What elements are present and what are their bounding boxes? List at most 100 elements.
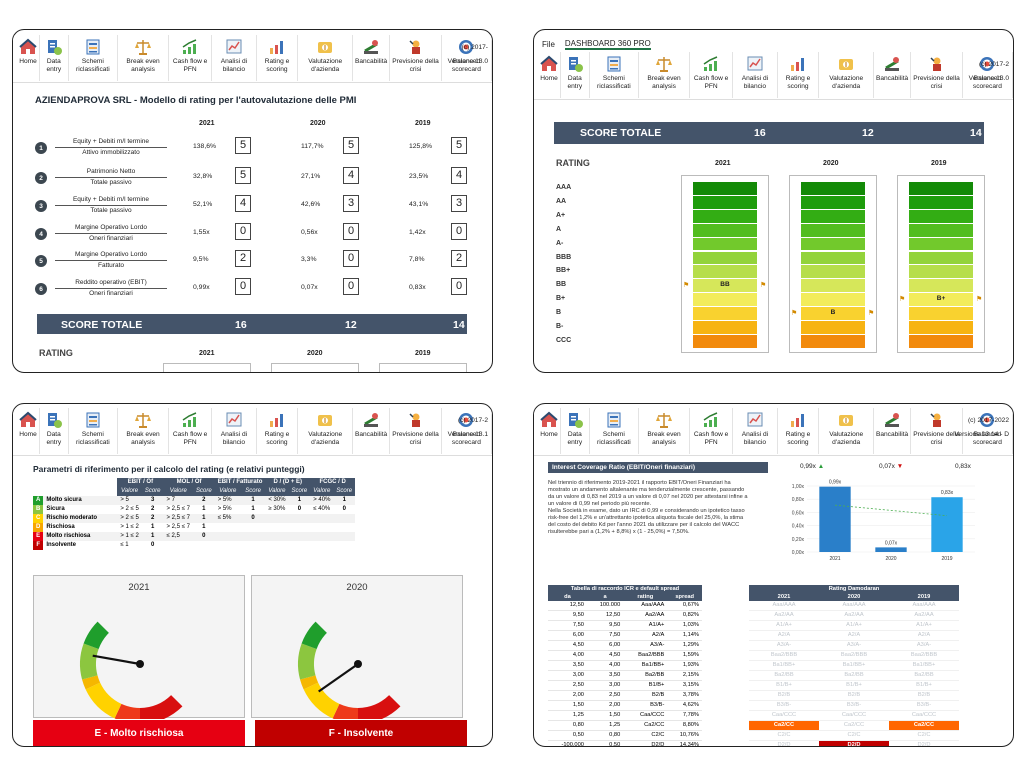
version: Versione 13.0 <box>968 75 1009 82</box>
ribbon-button[interactable]: Schemi riclassificati <box>590 52 640 98</box>
menu-bar: File DASHBOARD 360 PRO <box>534 36 1013 52</box>
row-number: 5 <box>35 255 47 267</box>
flag-icon: ⚑ <box>683 282 690 290</box>
kpi-value: 0,07x <box>879 463 895 470</box>
ribbon-button[interactable]: Balanced scorecard <box>963 408 1013 454</box>
text-line: mostrato un andamento altalenante ma ten… <box>548 487 745 493</box>
ribbon-button[interactable]: Bancabilità <box>874 408 912 454</box>
table-cell: 0,50 <box>548 730 587 741</box>
table-cell: 7,78% <box>667 710 702 721</box>
ribbon-button[interactable]: Previsione della crisi <box>911 52 963 98</box>
ribbon-button[interactable]: Break even analysis <box>118 35 169 81</box>
menu-file[interactable]: File <box>542 39 555 49</box>
ribbon-button[interactable]: Valutazione d'azienda <box>819 52 874 98</box>
ribbon-button[interactable]: Valutazione d'azienda <box>819 408 874 454</box>
ribbon-button[interactable]: Analisi di bilancio <box>733 52 778 98</box>
copyright: (c) 2017- <box>461 44 488 51</box>
ribbon-button[interactable]: Home <box>17 35 40 81</box>
table-cell: 2,50 <box>548 680 587 691</box>
ribbon-button[interactable]: Data entry <box>40 35 69 81</box>
row-number: 2 <box>35 172 47 184</box>
ribbon-label: Home <box>540 431 558 438</box>
ribbon-button[interactable]: Previsione della crisi <box>390 35 442 81</box>
ribbon-button[interactable]: Bancabilità <box>353 408 391 454</box>
ribbon-button[interactable]: Previsione della crisi <box>911 408 963 454</box>
ribbon-button[interactable]: Cash flow e PFN <box>169 35 213 81</box>
ribbon-button[interactable]: Balanced scorecard <box>963 52 1013 98</box>
version: Versione 13.14 - D <box>954 431 1009 438</box>
denominator: Totale passivo <box>90 179 132 186</box>
ribbon-button[interactable]: Break even analysis <box>118 408 169 454</box>
rating-cell <box>801 209 865 224</box>
ribbon-button[interactable]: Cash flow e PFN <box>169 408 213 454</box>
ribbon-button[interactable]: Analisi di bilancio <box>212 408 257 454</box>
table-cell: ≤ 40% <box>313 506 331 512</box>
class-name: Rischiosa <box>46 524 75 530</box>
ribbon-button[interactable]: Valutazione d'azienda <box>298 408 353 454</box>
ribbon-label: Balanced scorecard <box>451 58 481 73</box>
gauge-segment <box>303 682 340 719</box>
gauge-segment <box>301 621 327 649</box>
data-entry-icon <box>47 40 62 55</box>
table-cell: 6,00 <box>586 640 624 651</box>
table-cell: 9,50 <box>548 610 587 621</box>
ribbon-button[interactable]: Home <box>538 408 561 454</box>
ribbon-button[interactable]: Analisi di bilancio <box>733 408 778 454</box>
table-cell: A3/A- <box>623 640 668 651</box>
ribbon-button[interactable]: Bancabilità <box>874 52 912 98</box>
gauge-hub <box>354 660 362 668</box>
ribbon-button[interactable]: Break even analysis <box>639 408 690 454</box>
ribbon-button[interactable]: Data entry <box>561 52 590 98</box>
ribbon-button[interactable]: Home <box>538 52 561 98</box>
ribbon: Home Data entry Schemi riclassificati Break… <box>534 408 1013 456</box>
score-box: 0 <box>235 278 251 295</box>
panel-rating-model: Home Data entry Schemi riclassificati Break… <box>12 29 493 373</box>
class-letter: C <box>33 514 44 523</box>
score-box: 0 <box>343 250 359 267</box>
rating-cell: B2/B <box>819 690 889 701</box>
rating-cell <box>801 334 865 349</box>
ribbon-label: Previsione della crisi <box>913 75 960 90</box>
tab-dashboard[interactable]: DASHBOARD 360 PRO <box>564 38 651 50</box>
ribbon-button[interactable]: Bancabilità <box>353 35 391 81</box>
ribbon-button[interactable]: Data entry <box>561 408 590 454</box>
balance-icon <box>135 40 152 55</box>
ribbon-button[interactable]: Balanced scorecard <box>442 408 492 454</box>
ribbon-button[interactable]: Previsione della crisi <box>390 408 442 454</box>
ribbon-button[interactable]: Rating e scoring <box>778 52 820 98</box>
ratio-value: 0,83x <box>409 284 426 291</box>
ribbon-button[interactable]: Data entry <box>40 408 69 454</box>
ribbon-button[interactable]: Rating e scoring <box>257 35 299 81</box>
ribbon-button[interactable]: Schemi riclassificati <box>69 408 119 454</box>
ribbon-button[interactable]: Home <box>17 408 40 454</box>
rating-scale-label: A- <box>556 239 564 247</box>
table-cell: 8,80% <box>667 720 702 731</box>
row-number: 1 <box>35 142 47 154</box>
ribbon-button[interactable]: Valutazione d'azienda <box>298 35 353 81</box>
header-spacer <box>33 487 118 496</box>
row-number: 3 <box>35 200 47 212</box>
ratio-value: 0,99x <box>193 284 210 291</box>
ribbon-button[interactable]: Rating e scoring <box>778 408 820 454</box>
ribbon-button[interactable]: Cash flow e PFN <box>690 408 734 454</box>
table-cell: > 2,5 ≤ 7 <box>166 524 190 530</box>
ribbon-button[interactable]: Analisi di bilancio <box>212 35 257 81</box>
ribbon-button[interactable]: Break even analysis <box>639 52 690 98</box>
ribbon-button[interactable]: Schemi riclassificati <box>69 35 119 81</box>
table-cell: 3 <box>151 497 155 503</box>
ribbon-button[interactable]: Cash flow e PFN <box>690 52 734 98</box>
table-cell: B1/B+ <box>623 680 668 691</box>
rating-cell: D2/D <box>749 740 819 746</box>
ribbon-label: Valutazione d'azienda <box>308 431 343 446</box>
ribbon-button[interactable]: Rating e scoring <box>257 408 299 454</box>
ribbon-button[interactable]: Balanced scorecard <box>442 35 492 81</box>
money-icon <box>318 415 333 426</box>
ribbon-button[interactable]: Schemi riclassificati <box>590 408 640 454</box>
icr-chart: 0,00x 0,20x 0,40x 0,60x 0,80x 1,00x 0,99x 2021 0… <box>792 480 975 562</box>
table-row: 0,50 0,80 C2/C 10,76% <box>548 730 702 741</box>
indicator-row: 5 Margine Operativo Lordo Fatturato 9,5% 2 3,… <box>13 250 492 272</box>
gauge-dial <box>80 621 183 719</box>
table-cell <box>265 532 288 541</box>
rating-scale-label: CCC <box>556 336 572 344</box>
trendline <box>834 504 948 517</box>
